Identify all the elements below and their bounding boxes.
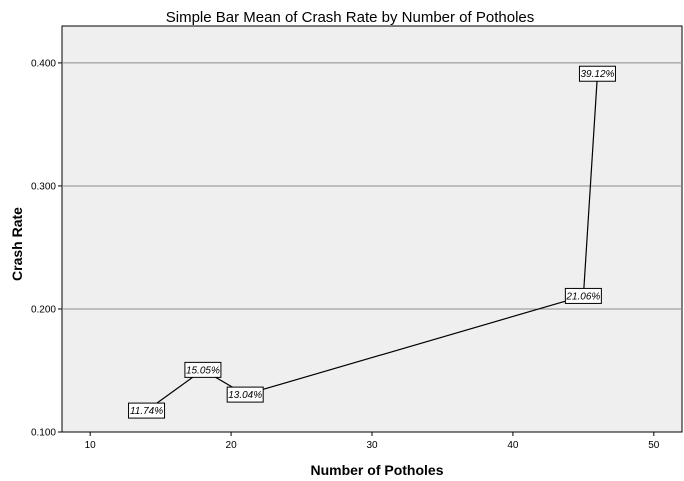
data-label: 13.04% xyxy=(226,386,264,403)
data-label-box xyxy=(128,402,166,419)
x-tick-label: 20 xyxy=(226,440,238,451)
data-label: 39.12% xyxy=(578,65,616,82)
data-label-text: 21.06% xyxy=(565,291,600,302)
data-label: 11.74% xyxy=(128,402,166,419)
y-tick-label: 0.200 xyxy=(31,304,56,315)
gridlines xyxy=(62,62,682,310)
x-tick-label: 10 xyxy=(85,440,97,451)
y-tick-label: 0.400 xyxy=(31,58,56,69)
data-label: 21.06% xyxy=(564,287,602,304)
data-label-box xyxy=(578,65,616,82)
data-label-text: 15.05% xyxy=(186,365,220,376)
data-label-text: 13.04% xyxy=(228,390,262,401)
data-label-text: 11.74% xyxy=(130,406,163,417)
x-axis-title: Number of Potholes xyxy=(310,462,443,478)
data-label-text: 39.12% xyxy=(580,69,614,80)
chart-title: Simple Bar Mean of Crash Rate by Number … xyxy=(166,9,535,26)
x-axis-ticks: 10 20 30 40 50 xyxy=(85,432,660,451)
data-label-box xyxy=(564,287,602,304)
x-tick-label: 30 xyxy=(366,440,378,451)
x-tick-label: 40 xyxy=(507,440,519,451)
y-tick-label: 0.100 xyxy=(31,428,56,439)
y-axis-title: Crash Rate xyxy=(9,207,25,281)
data-labels: 11.74% 15.05% 13.04% 21.06% 39.12% xyxy=(128,65,616,419)
y-tick-label: 0.300 xyxy=(31,181,56,192)
y-axis-ticks: 0.100 0.200 0.300 0.400 xyxy=(31,58,62,439)
plot-area xyxy=(61,25,683,433)
data-label: 15.05% xyxy=(184,361,222,378)
data-label-box xyxy=(226,386,264,403)
data-label-box xyxy=(184,361,222,378)
x-tick-label: 50 xyxy=(648,440,660,451)
